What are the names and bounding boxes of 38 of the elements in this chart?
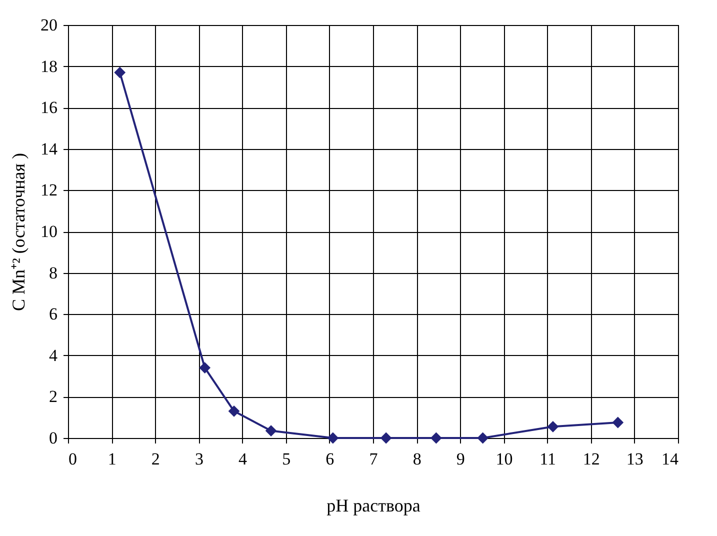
y-tick-label: 20 bbox=[40, 16, 58, 34]
point bbox=[199, 362, 211, 374]
x-tick-label: 2 bbox=[151, 450, 160, 468]
point bbox=[380, 432, 392, 444]
x-axis-title: pH раствора bbox=[326, 496, 420, 516]
y-tick-label: 16 bbox=[40, 98, 58, 118]
y-tick-label: 10 bbox=[40, 222, 58, 241]
x-tick-label: 10 bbox=[496, 450, 513, 468]
y-axis-title: C Mn⁺² (остаточная ) bbox=[8, 152, 28, 312]
y-tick-label: 8 bbox=[49, 263, 58, 282]
x-tick-label: 7 bbox=[369, 450, 378, 468]
y-tick-label: 6 bbox=[49, 304, 58, 324]
y-tick-label: 0 bbox=[49, 428, 58, 448]
point bbox=[430, 432, 442, 444]
x-tick-label: 0 bbox=[68, 450, 77, 468]
point bbox=[228, 405, 240, 417]
x-tick-label: 13 bbox=[626, 450, 644, 468]
x-tick-label: 4 bbox=[238, 450, 248, 468]
x-tick-label: 6 bbox=[326, 450, 334, 468]
x-tick-label: 8 bbox=[412, 450, 422, 468]
x-tick-label: 5 bbox=[282, 450, 291, 468]
y-tick-label: 12 bbox=[40, 180, 58, 200]
x-tick-label: 9 bbox=[456, 450, 465, 468]
point bbox=[114, 66, 126, 78]
y-tick-label: 4 bbox=[49, 346, 58, 365]
x-tick-label: 1 bbox=[108, 450, 116, 468]
y-tick-label: 2 bbox=[49, 387, 58, 406]
x-tick-label: 12 bbox=[582, 450, 600, 468]
x-tick-label: 3 bbox=[194, 450, 204, 468]
point bbox=[265, 425, 277, 436]
y-tick-label: 14 bbox=[40, 139, 58, 158]
x-tick-label: 14 bbox=[662, 450, 679, 468]
y-tick-label: 18 bbox=[40, 56, 58, 76]
point bbox=[477, 432, 488, 444]
point bbox=[612, 416, 624, 428]
x-tick-label: 11 bbox=[540, 450, 556, 468]
point bbox=[547, 420, 559, 432]
point bbox=[327, 432, 339, 444]
